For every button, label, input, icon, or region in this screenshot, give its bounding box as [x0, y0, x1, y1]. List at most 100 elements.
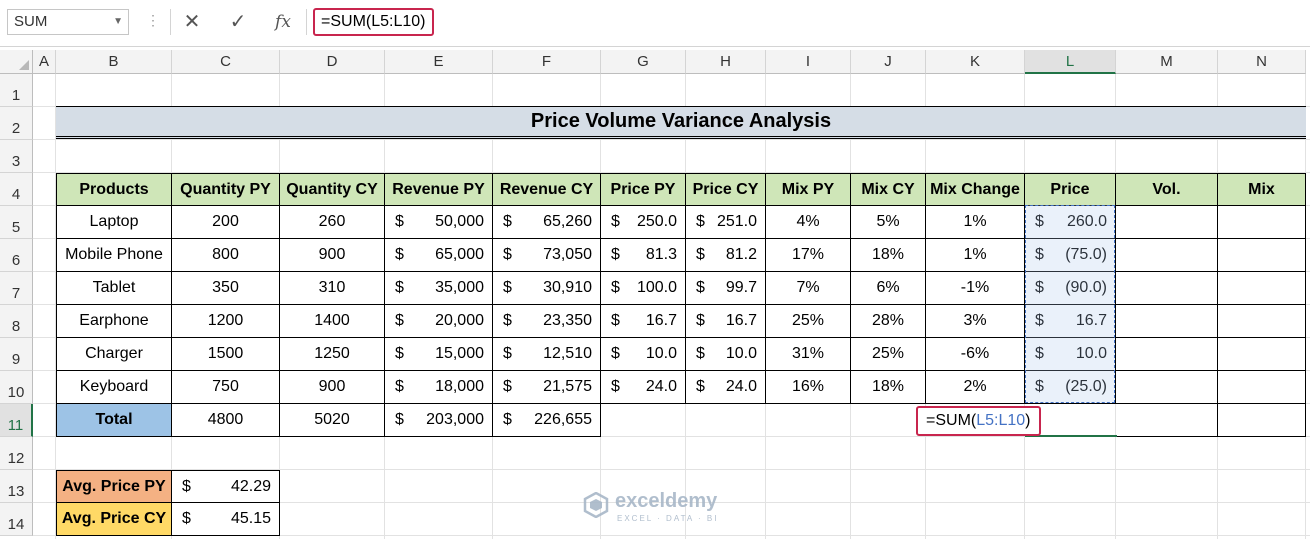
- row-header-14[interactable]: 14: [0, 503, 33, 536]
- drag-handle-icon[interactable]: ⋮: [146, 12, 160, 28]
- cell-price[interactable]: $260.0: [1025, 206, 1116, 239]
- cell-rev-py[interactable]: $20,000: [385, 305, 493, 338]
- column-header-h[interactable]: H: [686, 50, 766, 74]
- avg-price-py-value[interactable]: $42.29: [172, 470, 280, 503]
- cell-mix[interactable]: [1218, 239, 1306, 272]
- column-header-i[interactable]: I: [766, 50, 851, 74]
- title-cell[interactable]: Price Volume Variance Analysis: [56, 106, 1306, 139]
- cell-mix[interactable]: [1218, 206, 1306, 239]
- cell-qty-cy[interactable]: 310: [280, 272, 385, 305]
- header-products[interactable]: Products: [56, 173, 172, 206]
- cell-product[interactable]: Laptop: [56, 206, 172, 239]
- column-header-l[interactable]: L: [1025, 50, 1116, 74]
- active-cell-l11[interactable]: [1025, 403, 1117, 437]
- cell-qty-cy[interactable]: 260: [280, 206, 385, 239]
- avg-price-cy-label[interactable]: Avg. Price CY: [56, 503, 172, 536]
- cell-price-py[interactable]: $250.0: [601, 206, 686, 239]
- total-qty-cy[interactable]: 5020: [280, 404, 385, 437]
- enter-icon[interactable]: ✓: [229, 11, 247, 33]
- header-price-cy[interactable]: Price CY: [686, 173, 766, 206]
- cell-mix-cy[interactable]: 28%: [851, 305, 926, 338]
- cell-product[interactable]: Keyboard: [56, 371, 172, 404]
- header-price-py[interactable]: Price PY: [601, 173, 686, 206]
- cell-mix-cy[interactable]: 25%: [851, 338, 926, 371]
- cell-mix-cy[interactable]: 5%: [851, 206, 926, 239]
- column-header-c[interactable]: C: [172, 50, 280, 74]
- column-header-d[interactable]: D: [280, 50, 385, 74]
- row-header-8[interactable]: 8: [0, 305, 33, 338]
- header-quantity-cy[interactable]: Quantity CY: [280, 173, 385, 206]
- total-rev-cy[interactable]: $226,655: [493, 404, 601, 437]
- cell-price-py[interactable]: $24.0: [601, 371, 686, 404]
- row-header-3[interactable]: 3: [0, 140, 33, 173]
- header-mix-py[interactable]: Mix PY: [766, 173, 851, 206]
- total-qty-py[interactable]: 4800: [172, 404, 280, 437]
- cell-price-cy[interactable]: $251.0: [686, 206, 766, 239]
- total-mix[interactable]: [1218, 404, 1306, 437]
- column-header-k[interactable]: K: [926, 50, 1025, 74]
- total-label[interactable]: Total: [56, 404, 172, 437]
- row-header-11[interactable]: 11: [0, 404, 33, 437]
- cell-qty-py[interactable]: 1200: [172, 305, 280, 338]
- cell-mix[interactable]: [1218, 371, 1306, 404]
- cell-mix-change[interactable]: 2%: [926, 371, 1025, 404]
- column-header-f[interactable]: F: [493, 50, 601, 74]
- cell-price[interactable]: $16.7: [1025, 305, 1116, 338]
- column-header-m[interactable]: M: [1116, 50, 1218, 74]
- cell-mix-py[interactable]: 7%: [766, 272, 851, 305]
- total-rev-py[interactable]: $203,000: [385, 404, 493, 437]
- cell-price[interactable]: $ (90.0): [1025, 272, 1116, 305]
- cell-mix[interactable]: [1218, 305, 1306, 338]
- cell-mix-cy[interactable]: 6%: [851, 272, 926, 305]
- cell-price-py[interactable]: $81.3: [601, 239, 686, 272]
- cell-price-cy[interactable]: $10.0: [686, 338, 766, 371]
- header-mix-change[interactable]: Mix Change: [926, 173, 1025, 206]
- column-header-n[interactable]: N: [1218, 50, 1306, 74]
- cell-vol[interactable]: [1116, 206, 1218, 239]
- cell-mix-py[interactable]: 4%: [766, 206, 851, 239]
- cell-qty-cy[interactable]: 900: [280, 239, 385, 272]
- cell-mix-change[interactable]: 3%: [926, 305, 1025, 338]
- cell-mix-py[interactable]: 16%: [766, 371, 851, 404]
- header-quantity-py[interactable]: Quantity PY: [172, 173, 280, 206]
- cell-price-cy[interactable]: $99.7: [686, 272, 766, 305]
- cell-vol[interactable]: [1116, 371, 1218, 404]
- column-header-e[interactable]: E: [385, 50, 493, 74]
- cell-rev-cy[interactable]: $21,575: [493, 371, 601, 404]
- cell-qty-py[interactable]: 350: [172, 272, 280, 305]
- cell-rev-py[interactable]: $18,000: [385, 371, 493, 404]
- cell-price-py[interactable]: $100.0: [601, 272, 686, 305]
- cell-mix-py[interactable]: 17%: [766, 239, 851, 272]
- column-header-a[interactable]: A: [33, 50, 56, 74]
- cell-price-cy[interactable]: $81.2: [686, 239, 766, 272]
- column-header-b[interactable]: B: [56, 50, 172, 74]
- chevron-down-icon[interactable]: ▼: [113, 16, 123, 27]
- cell-rev-py[interactable]: $15,000: [385, 338, 493, 371]
- cell-price-py[interactable]: $10.0: [601, 338, 686, 371]
- cell-mix[interactable]: [1218, 338, 1306, 371]
- row-header-9[interactable]: 9: [0, 338, 33, 371]
- cell-price-cy[interactable]: $24.0: [686, 371, 766, 404]
- cell-mix-cy[interactable]: 18%: [851, 371, 926, 404]
- formula-input[interactable]: =SUM(L5:L10): [313, 8, 434, 36]
- cell-qty-py[interactable]: 800: [172, 239, 280, 272]
- header-revenue-py[interactable]: Revenue PY: [385, 173, 493, 206]
- total-vol[interactable]: [1116, 404, 1218, 437]
- name-box[interactable]: SUM ▼: [7, 9, 129, 35]
- header-price[interactable]: Price: [1025, 173, 1116, 206]
- cell-mix-cy[interactable]: 18%: [851, 239, 926, 272]
- cell-mix-py[interactable]: 25%: [766, 305, 851, 338]
- cell-price[interactable]: $ (75.0): [1025, 239, 1116, 272]
- cell-rev-cy[interactable]: $65,260: [493, 206, 601, 239]
- cell-price[interactable]: $ (25.0): [1025, 371, 1116, 404]
- header-revenue-cy[interactable]: Revenue CY: [493, 173, 601, 206]
- header-vol[interactable]: Vol.: [1116, 173, 1218, 206]
- cell-qty-py[interactable]: 750: [172, 371, 280, 404]
- cell-mix-py[interactable]: 31%: [766, 338, 851, 371]
- cell-rev-py[interactable]: $65,000: [385, 239, 493, 272]
- cell-qty-py[interactable]: 1500: [172, 338, 280, 371]
- row-header-2[interactable]: 2: [0, 107, 33, 140]
- cell-qty-cy[interactable]: 900: [280, 371, 385, 404]
- cell-product[interactable]: Mobile Phone: [56, 239, 172, 272]
- cell-vol[interactable]: [1116, 338, 1218, 371]
